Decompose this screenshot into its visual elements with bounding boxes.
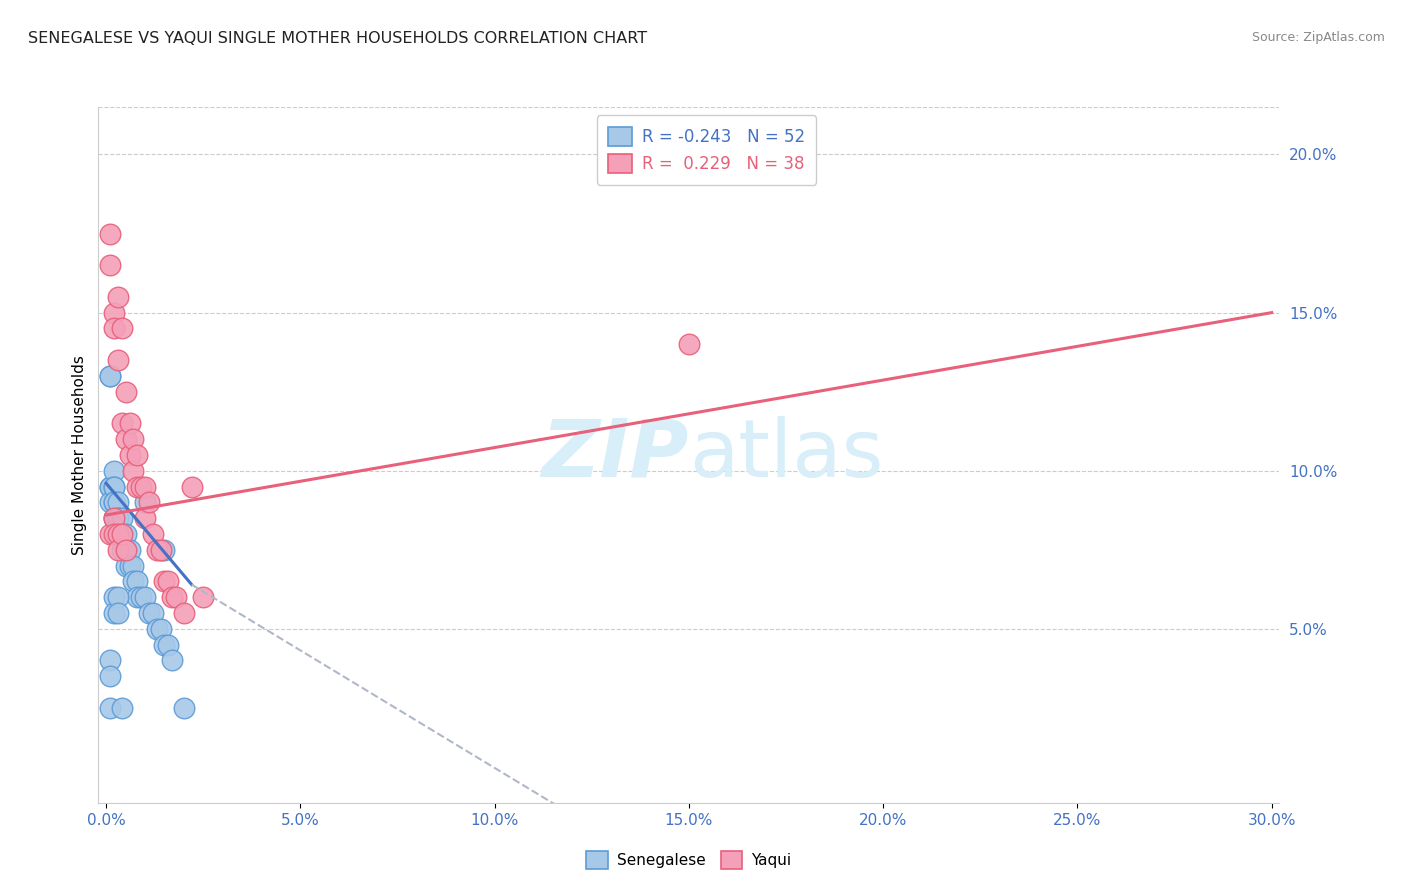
Point: [111, 542, 134, 557]
Point: [114, 542, 136, 557]
Point: [103, 527, 125, 541]
Point: [103, 305, 125, 319]
Text: atlas: atlas: [689, 416, 883, 494]
Point: [173, 701, 195, 715]
Point: [107, 527, 129, 541]
Point: [107, 527, 129, 541]
Point: [107, 511, 129, 525]
Point: [153, 638, 176, 652]
Point: [145, 622, 167, 636]
Point: [149, 542, 172, 557]
Point: [153, 574, 176, 589]
Point: [127, 574, 149, 589]
Point: [134, 511, 156, 525]
Point: [142, 527, 165, 541]
Point: [149, 622, 172, 636]
Point: [118, 417, 141, 431]
Point: [103, 511, 125, 525]
Text: ZIP: ZIP: [541, 416, 689, 494]
Point: [162, 653, 183, 667]
Point: [111, 527, 134, 541]
Point: [162, 591, 183, 605]
Point: [107, 495, 129, 509]
Point: [103, 591, 125, 605]
Point: [111, 527, 134, 541]
Point: [134, 591, 156, 605]
Point: [114, 542, 136, 557]
Point: [122, 464, 145, 478]
Point: [103, 511, 125, 525]
Point: [107, 290, 129, 304]
Point: [107, 511, 129, 525]
Point: [103, 495, 125, 509]
Point: [107, 606, 129, 620]
Point: [114, 527, 136, 541]
Point: [122, 558, 145, 573]
Point: [118, 558, 141, 573]
Point: [173, 606, 195, 620]
Point: [157, 574, 180, 589]
Point: [98, 527, 121, 541]
Point: [127, 448, 149, 462]
Point: [180, 479, 202, 493]
Point: [103, 321, 125, 335]
Point: [98, 701, 121, 715]
Point: [118, 448, 141, 462]
Point: [114, 558, 136, 573]
Point: [107, 353, 129, 368]
Point: [107, 591, 129, 605]
Point: [138, 606, 160, 620]
Point: [114, 542, 136, 557]
Text: SENEGALESE VS YAQUI SINGLE MOTHER HOUSEHOLDS CORRELATION CHART: SENEGALESE VS YAQUI SINGLE MOTHER HOUSEH…: [28, 31, 647, 46]
Point: [111, 527, 134, 541]
Point: [114, 432, 136, 446]
Legend: Senegalese, Yaqui: Senegalese, Yaqui: [581, 846, 797, 875]
Point: [129, 479, 152, 493]
Point: [129, 591, 152, 605]
Point: [149, 542, 172, 557]
Y-axis label: Single Mother Households: Single Mother Households: [72, 355, 87, 555]
Point: [98, 495, 121, 509]
Point: [114, 384, 136, 399]
Point: [145, 542, 167, 557]
Point: [134, 495, 156, 509]
Point: [127, 591, 149, 605]
Point: [98, 653, 121, 667]
Point: [98, 258, 121, 272]
Text: Source: ZipAtlas.com: Source: ZipAtlas.com: [1251, 31, 1385, 45]
Point: [122, 432, 145, 446]
Point: [107, 527, 129, 541]
Point: [157, 638, 180, 652]
Point: [134, 479, 156, 493]
Point: [103, 495, 125, 509]
Point: [153, 542, 176, 557]
Point: [103, 479, 125, 493]
Point: [103, 479, 125, 493]
Point: [98, 479, 121, 493]
Point: [165, 591, 187, 605]
Point: [111, 417, 134, 431]
Point: [98, 479, 121, 493]
Point: [142, 606, 165, 620]
Point: [98, 368, 121, 383]
Point: [678, 337, 700, 351]
Point: [118, 542, 141, 557]
Point: [107, 542, 129, 557]
Point: [111, 701, 134, 715]
Point: [103, 464, 125, 478]
Point: [111, 511, 134, 525]
Point: [98, 368, 121, 383]
Point: [193, 591, 215, 605]
Point: [103, 606, 125, 620]
Point: [103, 511, 125, 525]
Point: [98, 669, 121, 683]
Point: [122, 574, 145, 589]
Point: [98, 227, 121, 241]
Point: [111, 321, 134, 335]
Point: [127, 479, 149, 493]
Point: [138, 495, 160, 509]
